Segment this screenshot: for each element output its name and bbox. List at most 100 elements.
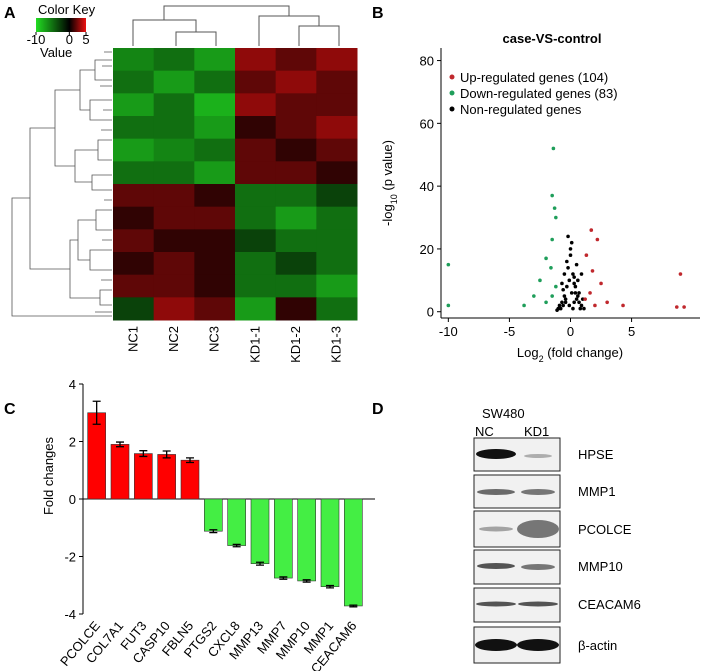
heatmap-cell — [316, 93, 358, 117]
point — [569, 240, 574, 245]
point — [562, 272, 567, 276]
point — [565, 259, 569, 264]
column-label: NC2 — [166, 326, 181, 352]
heatmap-cell — [235, 70, 277, 94]
point — [571, 272, 575, 276]
point — [568, 253, 573, 258]
point — [572, 281, 576, 286]
bar — [274, 498, 293, 579]
heatmap-cell — [194, 161, 236, 185]
axis-label: -log10 (p value) — [380, 140, 399, 226]
protein-label: HPSE — [578, 447, 614, 462]
heatmap-cell — [316, 70, 358, 94]
panel-label: B — [372, 5, 384, 22]
bar — [110, 444, 130, 500]
heatmap-cell — [113, 229, 155, 253]
legend-marker — [449, 106, 455, 112]
point — [605, 300, 609, 305]
heatmap-cell — [113, 161, 155, 185]
point — [576, 294, 580, 298]
heatmap-cell — [275, 297, 317, 321]
point — [560, 300, 564, 305]
heatmap-cell — [235, 48, 277, 72]
point — [522, 303, 526, 308]
point — [674, 305, 679, 309]
heatmap-cell — [194, 184, 236, 208]
heatmap-cell — [275, 70, 317, 94]
point — [588, 291, 592, 295]
point — [571, 306, 575, 311]
y-tick-label: -2 — [64, 550, 76, 565]
color-key-tick-label: -10 — [27, 32, 46, 47]
heatmap-cell — [275, 229, 317, 253]
heatmap-cell — [235, 116, 277, 140]
y-tick-label: -4 — [64, 607, 76, 622]
y-tick-label: 2 — [69, 435, 76, 450]
point — [572, 275, 576, 279]
heatmap-cell — [194, 229, 236, 253]
point — [577, 291, 581, 295]
x-tick-label: -10 — [439, 324, 458, 339]
heatmap-cell — [153, 274, 195, 298]
point — [544, 256, 548, 261]
chart-title: case-VS-control — [503, 31, 602, 46]
axis-label-part: -log — [380, 204, 395, 226]
y-tick-label: 0 — [427, 305, 434, 320]
heatmap-cell — [153, 116, 195, 140]
point — [565, 284, 569, 289]
error-bar — [92, 400, 101, 425]
bar — [344, 498, 363, 607]
bar — [180, 459, 200, 500]
point — [568, 247, 573, 251]
dendrogram-left — [11, 51, 112, 317]
protein-label: PCOLCE — [578, 522, 632, 537]
heatmap-cell — [194, 206, 236, 230]
legend-marker — [449, 74, 455, 80]
point — [577, 300, 581, 305]
heatmap-cell — [153, 70, 195, 94]
panel-label: C — [4, 401, 16, 418]
point — [576, 278, 580, 283]
heatmap-cell — [275, 161, 317, 185]
point — [557, 303, 562, 308]
heatmap-cell — [194, 48, 236, 72]
point — [561, 287, 565, 292]
dendrogram-top — [132, 5, 340, 46]
heatmap-cell — [316, 297, 358, 321]
point — [567, 278, 572, 283]
heatmap-cell — [235, 297, 277, 321]
error-bar — [349, 604, 358, 608]
blot-bands — [475, 449, 559, 651]
protein-label: CEACAM6 — [578, 597, 641, 612]
point — [550, 237, 554, 242]
bar — [134, 453, 153, 500]
column-label: KD1-3 — [329, 326, 344, 363]
heatmap-cell — [235, 138, 277, 162]
bar — [250, 498, 270, 564]
point — [560, 281, 564, 286]
axis-label-part: (p value) — [380, 140, 395, 194]
heatmap-cell — [316, 229, 358, 253]
column-label: KD1-2 — [288, 326, 303, 363]
point — [563, 297, 568, 301]
heatmap-cell — [194, 116, 236, 140]
heatmap-cell — [235, 206, 277, 230]
point — [538, 278, 542, 283]
heatmap-cell — [113, 48, 155, 72]
point — [583, 297, 587, 301]
point — [595, 237, 600, 242]
point — [582, 306, 586, 311]
point — [573, 291, 578, 295]
point — [569, 291, 574, 295]
error-bar — [232, 543, 241, 548]
heatmap-cell — [316, 274, 358, 298]
y-tick-label: 80 — [420, 54, 434, 69]
point — [589, 228, 594, 232]
bar — [157, 454, 176, 500]
heatmap-cell — [275, 116, 317, 140]
heatmap-cell — [275, 48, 317, 72]
point — [550, 294, 554, 298]
point — [584, 253, 589, 258]
legend-title: Color Key — [38, 2, 96, 17]
point — [590, 269, 595, 273]
